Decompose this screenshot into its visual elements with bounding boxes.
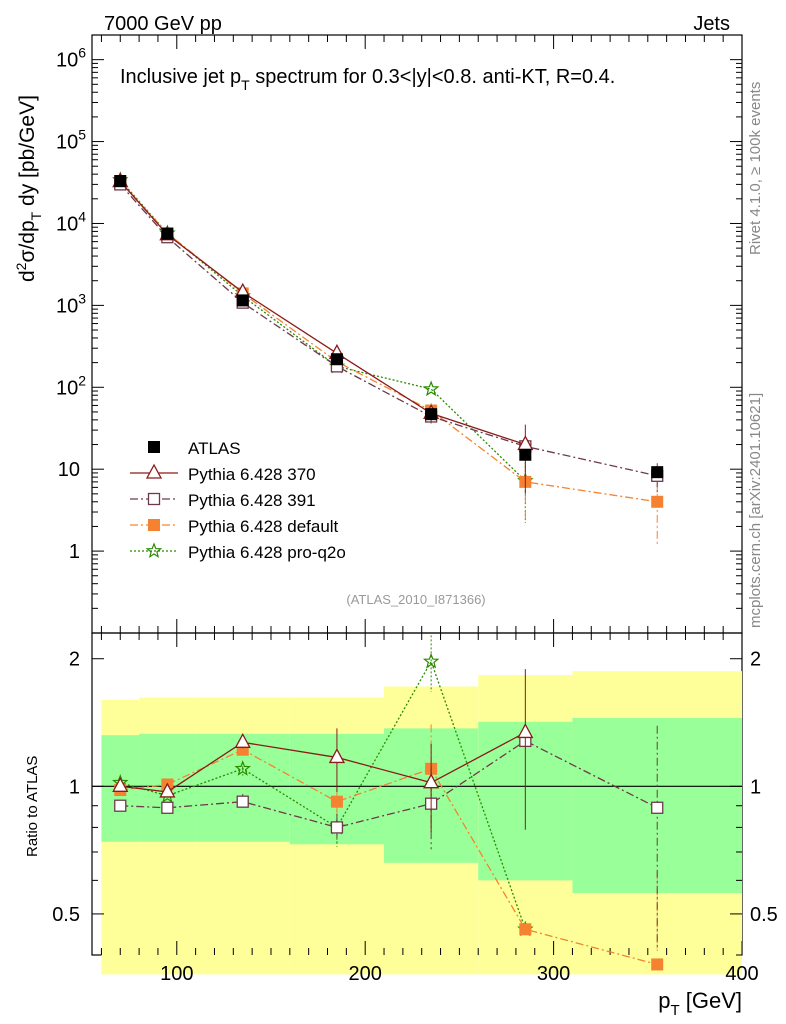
y-tick-label: 103 [56, 290, 86, 317]
legend-label: Pythia 6.428 370 [188, 465, 316, 484]
ratio-point [651, 958, 664, 971]
ratio-point [517, 723, 534, 739]
ratio-point [234, 760, 252, 776]
x-tick-label: 400 [725, 963, 758, 985]
ratio-point [423, 773, 440, 789]
ratio-axis: 0.5 0.5 1 1 2 2 [52, 649, 778, 956]
main-series [112, 171, 664, 545]
y-tick-label: 102 [56, 372, 86, 399]
y-axis-label: d2σ/dpT dy [pb/GeV] [13, 95, 44, 282]
ratio-tick-label-left: 2 [69, 649, 80, 671]
legend-label: Pythia 6.428 391 [188, 491, 316, 510]
plot-title: Inclusive jet pT spectrum for 0.3<|y|<0.… [120, 66, 615, 93]
ratio-point [236, 795, 249, 808]
legend-marker [145, 542, 163, 559]
ratio-point [161, 801, 174, 814]
ratio-axis-label: Ratio to ATLAS [24, 756, 41, 857]
ratio-point [159, 782, 176, 798]
atlas-point [651, 466, 664, 479]
legend-marker [147, 492, 161, 506]
x-axis: 100 200 300 400 [100, 35, 759, 985]
ratio-tick-label-right: 1 [750, 776, 761, 798]
ratio-point [519, 923, 532, 936]
legend-marker [148, 441, 160, 453]
ratio-bands [101, 671, 742, 975]
y-tick-label: 10 [58, 459, 80, 481]
ratio-point [330, 795, 343, 808]
ratio-point [112, 776, 129, 792]
series-line-1 [119, 181, 526, 446]
atlas-point [330, 353, 343, 366]
atlas-point [236, 294, 249, 307]
series-line-4 [119, 179, 526, 482]
ratio-series [111, 635, 664, 971]
y-tick-label: 105 [56, 127, 86, 154]
x-axis-label: pT [GeV] [658, 988, 742, 1019]
legend-label: ATLAS [188, 439, 241, 458]
energy-label: 7000 GeV pp [104, 13, 222, 35]
data-point [422, 380, 440, 397]
ratio-tick-label-left: 1 [69, 776, 80, 798]
ratio-line-1 [120, 731, 526, 793]
x-tick-label: 100 [160, 963, 193, 985]
process-label: Jets [693, 13, 730, 35]
mcplots-tag: mcplots.cern.ch [arXiv:2401.10621] [747, 393, 764, 628]
x-tick-label: 300 [537, 963, 570, 985]
ratio-tick-label-right: 0.5 [750, 904, 778, 926]
analysis-id: (ATLAS_2010_I871366) [346, 592, 485, 607]
atlas-point [161, 227, 174, 240]
legend-label: Pythia 6.428 pro-q2o [188, 543, 346, 562]
data-point [651, 495, 664, 508]
y-tick-label: 106 [56, 45, 86, 72]
legend: ATLAS Pythia 6.428 370 Pythia 6.428 391 Pyt… [130, 439, 346, 562]
y-tick-label: 1 [69, 541, 80, 563]
ratio-point [422, 652, 440, 669]
series-line-2 [119, 183, 658, 477]
atlas-point [519, 448, 532, 461]
ratio-point [234, 732, 251, 748]
ratio-tick-label-left: 0.5 [52, 904, 80, 926]
ratio-tick-label-right: 2 [750, 649, 761, 671]
ratio-point [328, 748, 346, 764]
ratio-point [114, 799, 127, 812]
ratio-line-4 [120, 659, 526, 930]
legend-label: Pythia 6.428 default [188, 517, 339, 536]
legend-marker [148, 519, 160, 531]
legend-marker [145, 463, 163, 479]
rivet-tag: Rivet 4.1.0, ≥ 100k events [747, 82, 764, 255]
ratio-point [330, 821, 344, 834]
x-tick-label: 200 [349, 963, 382, 985]
atlas-point [425, 408, 438, 421]
atlas-point [114, 174, 127, 187]
y-tick-label: 104 [56, 208, 86, 235]
top-axis: 1 10 102 103 104 105 106 [56, 34, 742, 634]
ratio-point [651, 801, 664, 814]
